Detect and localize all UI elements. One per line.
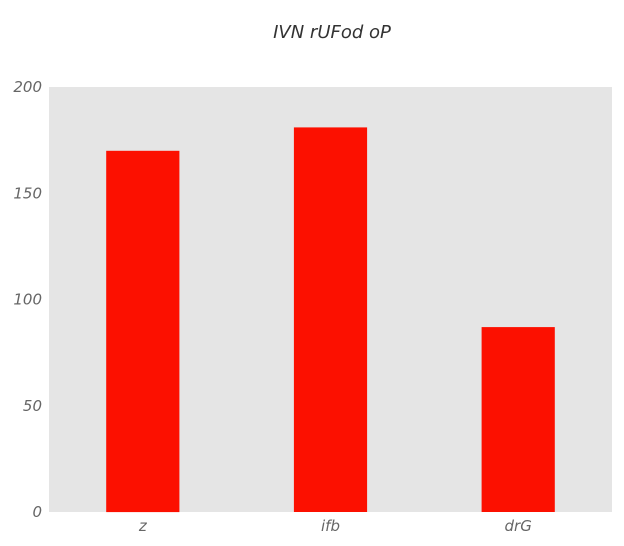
y-tick-label: 50 xyxy=(23,397,42,415)
x-tick-label: ifb xyxy=(321,517,340,535)
x-tick-label: drG xyxy=(505,517,532,535)
y-tick-label: 150 xyxy=(13,184,42,202)
bar-ifb xyxy=(293,127,368,513)
y-axis: 0 50 100 150 200 xyxy=(13,78,42,521)
y-tick-label: 200 xyxy=(13,78,42,96)
y-tick-label: 100 xyxy=(13,291,42,309)
bar-drG xyxy=(481,327,555,512)
x-tick-label: z xyxy=(138,517,148,535)
bars-layer xyxy=(106,127,555,513)
chart-title: IVN rUFod oP xyxy=(273,22,391,43)
y-tick-label: 0 xyxy=(32,503,42,521)
bar-z xyxy=(106,150,180,513)
x-axis: z ifb drG xyxy=(138,517,532,535)
